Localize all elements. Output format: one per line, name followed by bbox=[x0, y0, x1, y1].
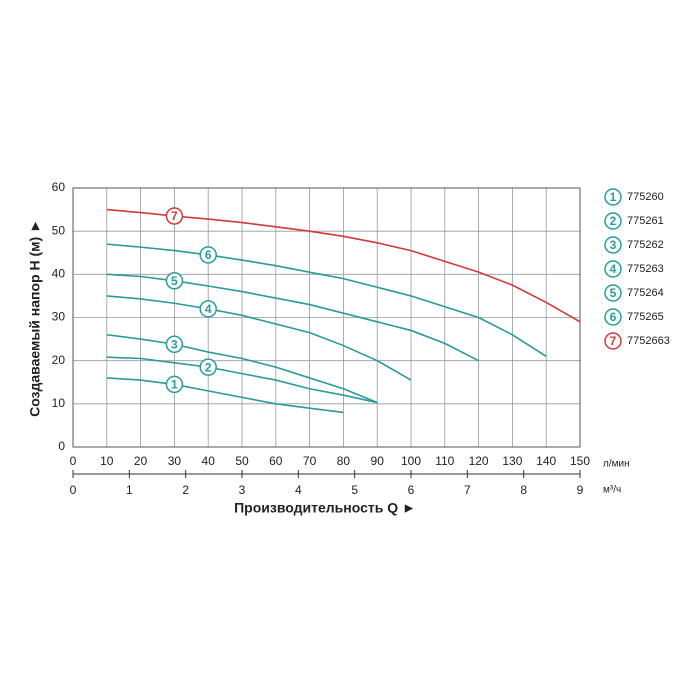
curve-badge-label: 7 bbox=[171, 209, 178, 223]
legend-badge bbox=[604, 332, 622, 350]
legend-badge-label: 4 bbox=[610, 262, 617, 276]
x-tick-label: 90 bbox=[371, 454, 385, 468]
legend-badge-label: 5 bbox=[610, 286, 617, 300]
legend-badge bbox=[604, 308, 622, 326]
curve-badge-label: 5 bbox=[171, 274, 178, 288]
legend-badge-label: 7 bbox=[610, 334, 617, 348]
x-axis-title: Производительность Q ► bbox=[234, 500, 416, 516]
x2-tick-label: 3 bbox=[239, 483, 246, 497]
legend-label: 775263 bbox=[627, 263, 664, 275]
x2-tick-label: 6 bbox=[408, 483, 415, 497]
x2-tick-label: 5 bbox=[351, 483, 358, 497]
x-tick-label: 140 bbox=[536, 454, 556, 468]
curve-badge-label: 1 bbox=[171, 378, 178, 392]
y-tick-label: 30 bbox=[52, 310, 66, 324]
curve-badge bbox=[165, 272, 184, 290]
x2-tick-label: 2 bbox=[182, 483, 189, 497]
y-tick-label: 20 bbox=[52, 353, 66, 367]
legend-badge-label: 2 bbox=[610, 214, 617, 228]
x-tick-label: 80 bbox=[337, 454, 351, 468]
x-tick-label: 10 bbox=[100, 454, 114, 468]
legend-badge-label: 3 bbox=[610, 238, 617, 252]
x-tick-label: 20 bbox=[134, 454, 148, 468]
curve-badge bbox=[165, 375, 184, 394]
x2-tick-label: 7 bbox=[464, 483, 471, 497]
curve-badge-label: 3 bbox=[171, 337, 178, 351]
x-tick-label: 60 bbox=[269, 454, 283, 468]
legend-badge bbox=[604, 188, 622, 206]
x2-tick-label: 1 bbox=[126, 483, 133, 497]
curve-badge bbox=[199, 246, 217, 264]
legend-label: 775261 bbox=[627, 215, 664, 227]
curve-badge bbox=[165, 207, 184, 225]
x-tick-label: 40 bbox=[202, 454, 216, 468]
legend-label: 775265 bbox=[627, 311, 664, 323]
x-tick-label: 100 bbox=[401, 454, 421, 468]
curve bbox=[106, 295, 412, 381]
x-tick-label: 110 bbox=[435, 454, 454, 468]
x-unit: л/мин bbox=[603, 459, 630, 470]
x-tick-label: 0 bbox=[70, 454, 77, 468]
legend-badge bbox=[604, 236, 622, 254]
curve bbox=[106, 356, 378, 404]
x-tick-label: 50 bbox=[235, 454, 249, 468]
curve-badge-label: 6 bbox=[205, 248, 212, 262]
y-tick-label: 60 bbox=[52, 180, 66, 194]
y-tick-label: 0 bbox=[58, 439, 65, 453]
x2-tick-label: 0 bbox=[70, 483, 77, 497]
y-tick-label: 10 bbox=[52, 396, 66, 410]
y-axis-title: Создаваемый напор H (м) ► bbox=[27, 219, 43, 417]
x2-unit: м³/ч bbox=[603, 485, 621, 496]
x-tick-label: 150 bbox=[570, 454, 590, 468]
x2-tick-label: 8 bbox=[520, 483, 527, 497]
curve-badge-label: 4 bbox=[205, 302, 212, 316]
curve-badge bbox=[199, 300, 217, 318]
x-tick-label: 30 bbox=[168, 454, 182, 468]
y-tick-label: 50 bbox=[52, 223, 66, 237]
x-tick-label: 120 bbox=[469, 454, 489, 468]
legend-label: 775260 bbox=[627, 191, 664, 203]
legend-badge-label: 6 bbox=[610, 310, 617, 324]
curve-badge-label: 2 bbox=[205, 360, 212, 374]
x2-tick-label: 4 bbox=[295, 483, 302, 497]
legend-badge-label: 1 bbox=[610, 190, 617, 204]
legend-label: 775264 bbox=[627, 287, 664, 299]
curve bbox=[106, 243, 547, 358]
legend-badge bbox=[604, 284, 622, 302]
x-tick-label: 130 bbox=[502, 454, 522, 468]
curve-badge bbox=[165, 335, 184, 354]
legend-label: 7752663 bbox=[627, 335, 670, 347]
x-tick-label: 70 bbox=[303, 454, 317, 468]
curve-badge bbox=[199, 358, 217, 376]
curve bbox=[106, 333, 378, 404]
plot-frame bbox=[72, 187, 581, 448]
legend-label: 775262 bbox=[627, 239, 664, 251]
x2-tick-label: 9 bbox=[577, 483, 584, 497]
curve bbox=[106, 208, 581, 323]
y-tick-label: 40 bbox=[52, 267, 66, 281]
legend-badge bbox=[604, 260, 622, 278]
curve bbox=[106, 377, 344, 414]
legend-badge bbox=[604, 212, 622, 230]
